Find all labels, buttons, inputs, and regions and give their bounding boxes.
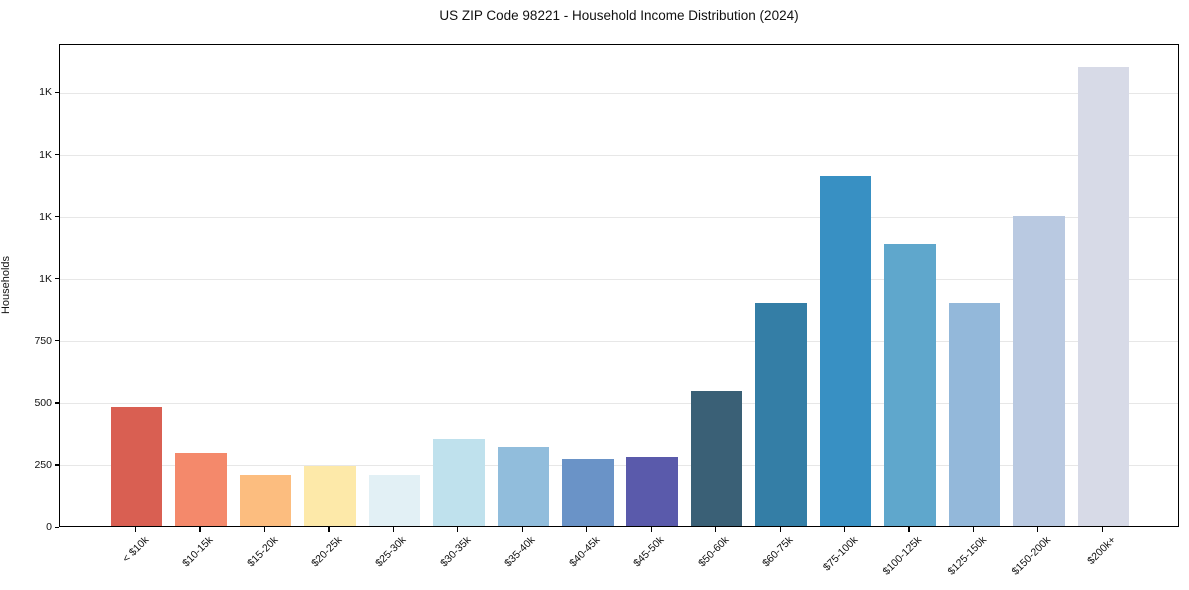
y-axis-label: Households	[0, 255, 12, 315]
x-tick-mark	[263, 527, 266, 532]
bar-$35-40k	[497, 447, 550, 526]
x-tick-label: $20-25k	[309, 534, 345, 570]
x-tick-label: $10-15k	[180, 534, 216, 570]
y-tick-mark	[55, 526, 59, 528]
y-gridline	[60, 92, 1178, 94]
x-tick-label: < $10k	[120, 534, 152, 565]
x-tick-mark	[779, 527, 781, 532]
y-tick-mark	[55, 278, 59, 280]
x-tick-label: $25-30k	[373, 534, 409, 570]
y-tick-mark	[55, 340, 59, 342]
y-gridline	[60, 341, 1178, 343]
y-tick-label: 1K	[39, 272, 52, 285]
bar-$30-35k	[433, 439, 485, 526]
x-tick-label: $30-35k	[438, 534, 474, 570]
bar-$20-25k	[304, 466, 356, 526]
x-tick-mark	[650, 527, 652, 532]
bar-$60-75k	[755, 302, 807, 526]
chart-title: US ZIP Code 98221 - Household Income Dis…	[439, 8, 799, 23]
x-tick-label: $60-75k	[760, 534, 796, 570]
x-tick-label: $45-50k	[631, 534, 667, 570]
x-tick-mark	[715, 527, 717, 532]
bar-$200k+	[1077, 66, 1130, 526]
bar-$150-200k	[1013, 215, 1065, 526]
y-gridline	[60, 403, 1178, 405]
x-tick-label: $15-20k	[244, 534, 280, 570]
bar-$75-100k	[819, 175, 872, 526]
bar-$50-60k	[690, 391, 743, 526]
x-tick-label: $40-45k	[566, 534, 603, 570]
y-tick-label: 1K	[39, 210, 52, 223]
bar-$15-20k	[239, 475, 292, 526]
x-tick-mark	[908, 527, 910, 532]
y-tick-mark	[55, 91, 59, 94]
y-gridline	[60, 217, 1178, 219]
x-tick-mark	[457, 527, 459, 532]
x-tick-mark	[392, 527, 394, 532]
x-tick-mark	[586, 527, 588, 532]
y-tick-mark	[55, 154, 59, 156]
y-tick-label: 1K	[39, 148, 52, 161]
x-tick-label: $150-200k	[1009, 534, 1054, 578]
bar-$100-125k	[884, 244, 936, 526]
y-tick-mark	[55, 464, 59, 466]
y-tick-mark	[55, 402, 59, 404]
bar-< $10k	[110, 406, 163, 526]
x-tick-mark	[1037, 527, 1039, 532]
y-tick-label: 750	[34, 334, 52, 347]
y-tick-label: 250	[34, 458, 52, 471]
x-tick-label: $125-150k	[945, 534, 989, 578]
bar-$25-30k	[368, 475, 421, 526]
x-tick-mark	[972, 527, 975, 532]
bar-$125-150k	[948, 302, 1001, 526]
x-tick-label: $50-60k	[695, 534, 732, 570]
plot-area	[59, 44, 1179, 527]
y-gridline	[60, 279, 1178, 281]
bar-$45-50k	[626, 457, 678, 526]
bar-$10-15k	[175, 452, 227, 526]
x-tick-mark	[1101, 527, 1103, 532]
x-tick-mark	[328, 527, 330, 532]
x-tick-mark	[521, 527, 523, 532]
x-tick-label: $75-100k	[820, 534, 861, 574]
y-tick-label: 500	[34, 396, 52, 409]
x-tick-mark	[199, 527, 201, 532]
y-tick-mark	[55, 216, 59, 218]
x-tick-mark	[843, 527, 846, 532]
y-gridline	[60, 465, 1178, 467]
x-tick-label: $100-125k	[880, 534, 925, 578]
y-tick-label: 0	[46, 521, 52, 533]
y-tick-label: 1K	[39, 86, 52, 99]
x-tick-mark	[135, 527, 137, 532]
x-tick-label: $200k+	[1084, 534, 1118, 568]
y-gridline	[60, 155, 1178, 156]
x-tick-label: $35-40k	[502, 534, 538, 570]
bar-$40-45k	[561, 458, 614, 526]
